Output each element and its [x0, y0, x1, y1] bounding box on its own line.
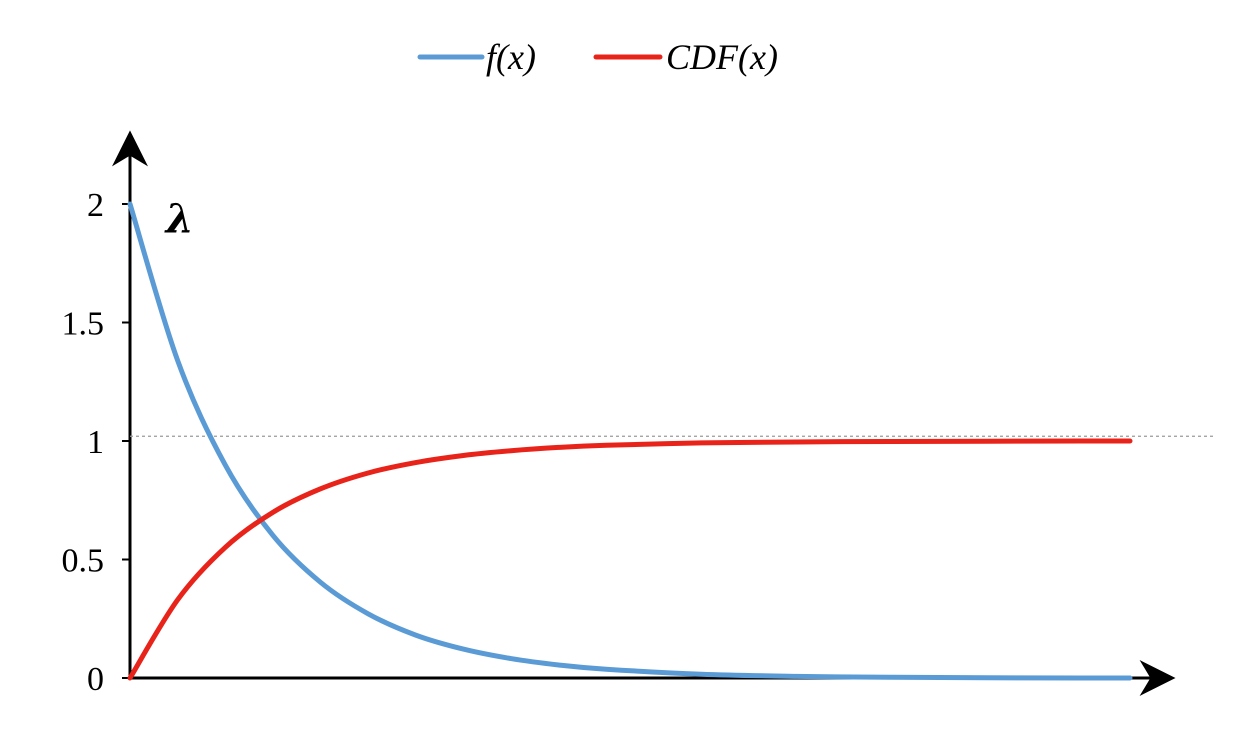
- legend-label-fx: f(x): [486, 37, 536, 77]
- y-tick-label: 0: [87, 661, 104, 698]
- series-group: [127, 201, 1133, 681]
- series-line-cdf: [127, 438, 1133, 681]
- y-tick-label: 0.5: [62, 543, 105, 580]
- y-tick-label: 1: [87, 424, 104, 461]
- y-tick-label: 1.5: [62, 306, 105, 343]
- lambda-annotation: λ: [164, 195, 194, 242]
- series-line-fx: [127, 201, 1133, 681]
- y-tick-label: 2: [87, 187, 104, 224]
- legend-label-cdf: CDF(x): [666, 37, 778, 77]
- y-ticks: 0 0.5 1 1.5 2: [62, 187, 130, 698]
- legend: f(x) CDF(x): [417, 37, 778, 77]
